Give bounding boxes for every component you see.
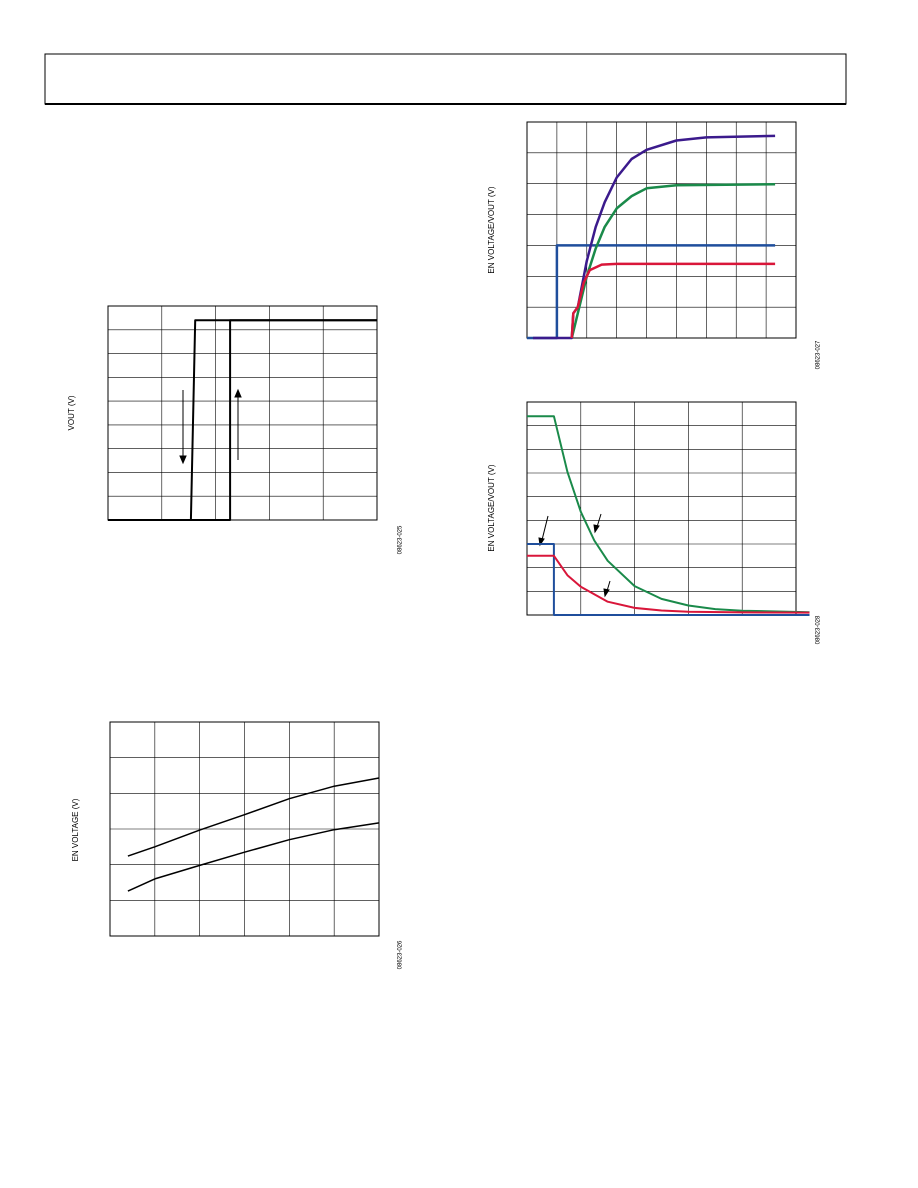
data-line: [527, 244, 776, 340]
data-line: [533, 134, 776, 340]
arrow-head: [179, 455, 187, 465]
y-axis-label: VOUT (V): [67, 395, 76, 430]
data-line: [527, 415, 810, 614]
data-line: [570, 183, 776, 339]
data-line: [527, 554, 810, 614]
data-line: [127, 822, 380, 892]
figure-code: 08623-026: [398, 940, 404, 969]
arrow: [541, 515, 549, 541]
figure-code: 08623-025: [398, 525, 404, 554]
plot-frame: [107, 305, 378, 521]
annotations: [179, 388, 611, 598]
y-axis-label: EN VOLTAGE/VOUT (V): [487, 186, 496, 273]
plot-frame: [526, 401, 797, 616]
data-line: [127, 777, 380, 857]
y-axis-label: EN VOLTAGE/VOUT (V): [487, 464, 496, 551]
figure-code: 08623-028: [816, 615, 822, 644]
plot-frame: [526, 121, 797, 339]
arrow-head: [234, 388, 242, 398]
data-line: [570, 262, 776, 339]
figure-code: 08623-027: [816, 340, 822, 369]
data-line: [108, 319, 377, 521]
header-box: [44, 53, 847, 105]
arrow-head: [603, 588, 610, 598]
y-axis-label: EN VOLTAGE (V): [71, 798, 80, 861]
arrow-head: [593, 524, 600, 534]
data-line: [189, 319, 377, 521]
data-line: [527, 543, 810, 616]
